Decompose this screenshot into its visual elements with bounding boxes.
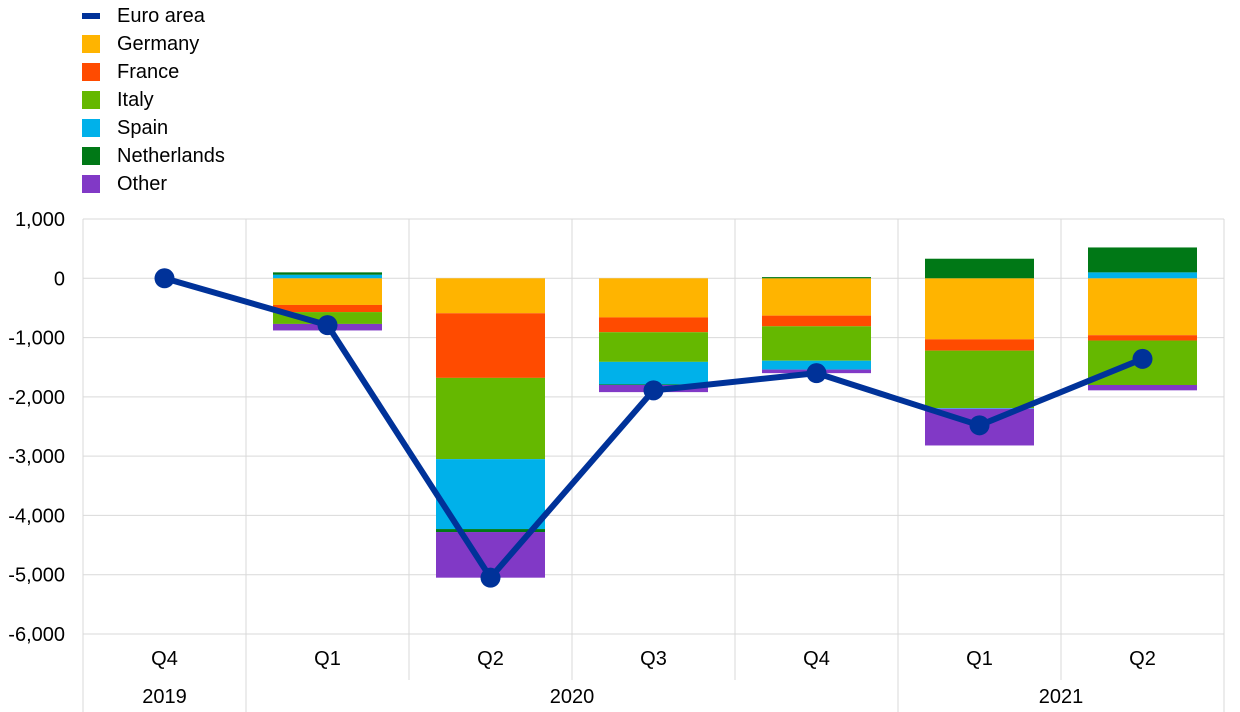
legend-swatch (82, 13, 100, 19)
bar-italy (599, 332, 708, 362)
legend-swatch (82, 63, 100, 81)
bar-italy (925, 350, 1034, 409)
legend-swatch (82, 147, 100, 165)
legend-label: Netherlands (117, 145, 225, 167)
x-tick-label: Q1 (314, 648, 341, 670)
y-tick-label: -1,000 (8, 328, 65, 350)
bar-france (436, 313, 545, 378)
bar-netherlands (436, 529, 545, 533)
legend-label: Other (117, 173, 168, 195)
bar-france (273, 304, 382, 313)
x-year-label: 2021 (1039, 686, 1084, 708)
euro-area-point (480, 567, 501, 588)
x-year-label: 2019 (142, 686, 187, 708)
euro-area-point (806, 363, 827, 384)
bar-germany (1088, 278, 1197, 336)
x-axis: 2019 2020 2021 Q4 Q1 Q2 Q3 Q4 Q1 Q2 (82, 633, 1225, 712)
legend-item: Euro area (82, 2, 225, 30)
legend-label: Spain (117, 117, 169, 139)
y-axis: 1,000 0 -1,000 -2,000 -3,000 -4,000 -5,000 -6,0… (8, 209, 65, 646)
legend-item: Other (82, 170, 225, 198)
euro-area-line (154, 268, 1153, 588)
legend-label: Euro area (117, 5, 205, 27)
bar-france (599, 317, 708, 333)
bar-netherlands (1088, 247, 1197, 273)
x-year-label: 2020 (550, 686, 595, 708)
legend-item: Germany (82, 30, 225, 58)
x-tick-label: Q2 (477, 648, 504, 670)
bar-germany (925, 278, 1034, 340)
bar-spain (925, 408, 1034, 409)
y-tick-label: -4,000 (8, 505, 65, 527)
bar-spain (599, 361, 708, 385)
bar-italy (762, 326, 871, 361)
euro-area-point (969, 415, 990, 436)
legend-swatch (82, 175, 100, 193)
legend-item: Italy (82, 86, 225, 114)
legend-label: Germany (117, 33, 200, 55)
euro-area-point (154, 268, 175, 289)
legend-swatch (82, 35, 100, 53)
bar-germany (599, 278, 708, 318)
x-tick-label: Q3 (640, 648, 667, 670)
bar-netherlands (273, 272, 382, 275)
bar-other (1088, 385, 1197, 391)
legend-item: Netherlands (82, 142, 225, 170)
euro-area-point (317, 315, 338, 336)
y-tick-label: -5,000 (8, 565, 65, 587)
bar-netherlands (925, 258, 1034, 279)
y-tick-label: -3,000 (8, 446, 65, 468)
euro-area-point (1132, 348, 1153, 369)
euro-area-point (643, 380, 664, 401)
x-tick-label: Q4 (803, 648, 830, 670)
bar-italy (436, 377, 545, 460)
bar-germany (273, 278, 382, 305)
bar-germany (762, 278, 871, 316)
bar-france (1088, 335, 1197, 341)
x-tick-label: Q1 (966, 648, 993, 670)
y-tick-label: -6,000 (8, 624, 65, 646)
legend-swatch (82, 91, 100, 109)
bar-france (925, 339, 1034, 351)
bar-spain (273, 274, 382, 279)
y-tick-label: 0 (54, 268, 65, 290)
legend: Euro area Germany France Italy Spain Netherla… (82, 2, 225, 198)
x-tick-label: Q4 (151, 648, 178, 670)
bar-france (762, 315, 871, 327)
bar-netherlands (762, 277, 871, 279)
gridlines (82, 218, 1225, 635)
y-tick-label: -2,000 (8, 387, 65, 409)
legend-label: France (117, 61, 180, 83)
bar-spain (1088, 272, 1197, 279)
legend-label: Italy (117, 89, 154, 111)
bar-germany (436, 278, 545, 314)
legend-item: France (82, 58, 225, 86)
y-tick-label: 1,000 (15, 209, 65, 231)
x-tick-label: Q2 (1129, 648, 1156, 670)
legend-item: Spain (82, 114, 225, 142)
legend-swatch (82, 119, 100, 137)
